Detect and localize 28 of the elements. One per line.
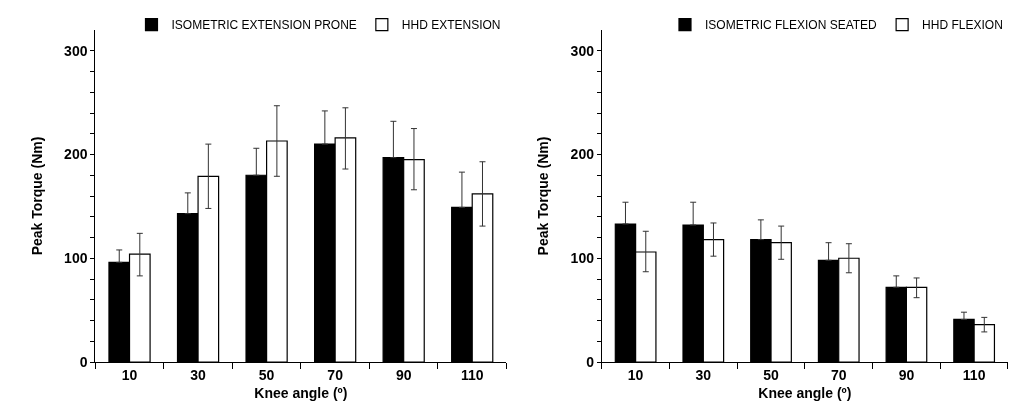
x-tick-label: 70 xyxy=(327,366,344,383)
y-tick-label: 300 xyxy=(570,42,595,59)
x-tick-label: 110 xyxy=(962,366,986,383)
y-tick-label: 200 xyxy=(64,146,88,163)
y-tick-label: 300 xyxy=(64,42,88,59)
x-tick-label: 50 xyxy=(763,366,780,383)
y-tick-label: 0 xyxy=(586,353,595,370)
legend-label: ISOMETRIC FLEXION SEATED xyxy=(704,18,878,33)
x-tick-label: 90 xyxy=(898,366,915,383)
y-tick-label: 200 xyxy=(570,146,595,163)
x-tick-label: 70 xyxy=(830,366,847,383)
x-tick-label: 10 xyxy=(121,366,138,383)
x-tick-label: 30 xyxy=(190,366,207,383)
legend-label: ISOMETRIC EXTENSION PRONE xyxy=(171,18,357,33)
y-tick-label: 0 xyxy=(79,353,88,370)
x-tick-label: 50 xyxy=(258,366,275,383)
x-tick-label: 90 xyxy=(395,366,412,383)
x-axis-title: Knee angle (º) xyxy=(254,385,348,402)
x-tick-label: 110 xyxy=(460,366,484,383)
x-tick-label: 30 xyxy=(695,366,712,383)
x-axis-title: Knee angle (º) xyxy=(758,385,852,402)
y-axis-title: Peak Torque (Nm) xyxy=(28,136,45,256)
y-tick-label: 100 xyxy=(64,250,88,267)
y-axis-title: Peak Torque (Nm) xyxy=(535,136,552,256)
legend-label: HHD EXTENSION xyxy=(401,18,501,33)
y-tick-label: 100 xyxy=(570,250,595,267)
x-tick-label: 10 xyxy=(627,366,644,383)
legend-label: HHD FLEXION xyxy=(922,18,1003,33)
